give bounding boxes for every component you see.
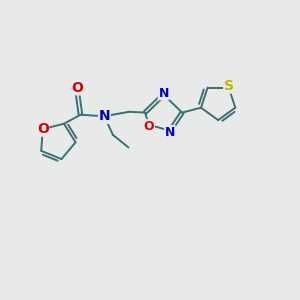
Text: O: O	[144, 120, 154, 133]
Text: S: S	[224, 79, 234, 93]
Text: N: N	[165, 126, 175, 139]
Text: O: O	[37, 122, 49, 136]
Text: N: N	[99, 109, 110, 123]
Text: N: N	[158, 87, 169, 100]
Text: O: O	[71, 81, 83, 95]
